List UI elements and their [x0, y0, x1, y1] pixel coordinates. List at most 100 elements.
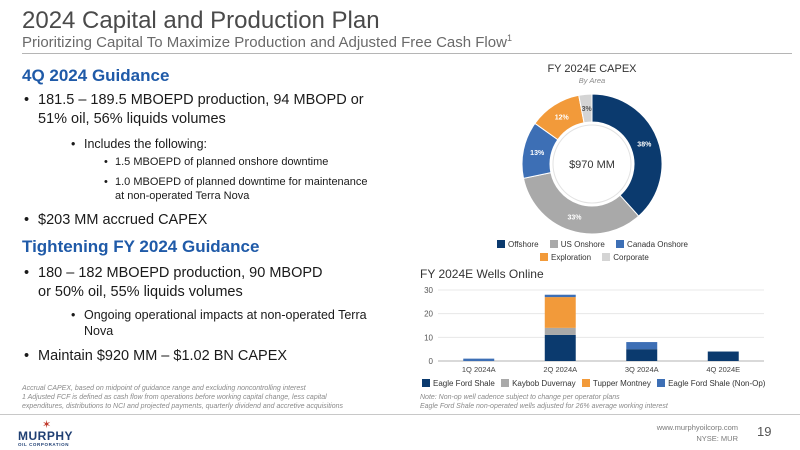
bar-ytick-label: 10	[424, 333, 433, 342]
subtitle-text: Prioritizing Capital To Maximize Product…	[22, 34, 507, 51]
legend-item-us-onshore: US Onshore	[549, 240, 605, 249]
legend-swatch-eagle-ford	[422, 379, 430, 387]
bar-eagle-ford-4	[707, 351, 739, 361]
donut-slice-offshore	[591, 93, 663, 217]
ticker: NYSE: MUR	[696, 434, 738, 443]
subtitle-footnote-mark: 1	[506, 33, 512, 43]
bar-kaybob-2	[544, 327, 576, 335]
donut-label-corporate: 3%	[582, 106, 593, 113]
chart-note-line1: Note: Non-op well cadence subject to cha…	[420, 394, 620, 401]
page-number: 19	[757, 424, 772, 439]
legend-label-corporate: Corporate	[613, 253, 649, 262]
legend-swatch-canada-onshore	[616, 240, 625, 248]
chart-note-line2: Eagle Ford Shale non-operated wells adju…	[420, 403, 668, 410]
legend-swatch-corporate	[602, 253, 611, 261]
legend-item-canada-onshore: Canada Onshore	[616, 240, 688, 249]
slide-title: 2024 Capital and Production Plan	[22, 7, 380, 34]
legend-swatch-kaybob	[501, 379, 510, 387]
bullet-4q-production-line2: 51% oil, 56% liquids volumes	[38, 111, 226, 127]
legend-label-eagle-ford: Eagle Ford Shale	[433, 379, 495, 388]
footer-contact: www.murphyoilcorp.com NYSE: MUR	[657, 422, 738, 444]
footnote-line3: expenditures, distributions to NCI and p…	[22, 403, 344, 410]
bar-eagle-ford-nonop-3	[626, 342, 658, 350]
bar-eagle-ford-2	[544, 334, 576, 361]
donut-chart-subtitle: By Area	[578, 76, 606, 85]
footer-divider	[0, 414, 800, 415]
bar-category-label: 3Q 2024A	[625, 365, 659, 374]
donut-slice-corporate	[578, 93, 593, 124]
bullet-4q-capex: $203 MM accrued CAPEX	[24, 211, 207, 230]
bar-eagle-ford-3	[626, 349, 658, 361]
bar-eagle-ford-nonop-1	[463, 358, 495, 361]
legend-item-kaybob: Kaybob Duvernay	[501, 379, 576, 388]
legend-swatch-us-onshore	[549, 240, 558, 248]
bullet-fy-production-line1: 180 – 182 MBOEPD production, 90 MBOPD	[38, 265, 323, 281]
donut-center-label: $970 MM	[569, 159, 615, 171]
footnote-line1: Accrual CAPEX, based on midpoint of guid…	[22, 385, 306, 392]
bullet-4q-production: 181.5 – 189.5 MBOEPD production, 94 MBOP…	[24, 91, 364, 129]
legend-item-eagle-ford: Eagle Ford Shale	[422, 379, 495, 388]
legend-swatch-offshore	[497, 240, 505, 248]
donut-legend-row1: Offshore US Onshore Canada Onshore	[497, 240, 697, 249]
legend-label-tupper: Tupper Montney	[592, 379, 651, 388]
bullet-fy-capex: Maintain $920 MM – $1.02 BN CAPEX	[24, 347, 287, 366]
logo-name: MURPHY	[18, 429, 74, 443]
title-divider	[22, 53, 792, 54]
donut-legend-row2: Exploration Corporate	[540, 253, 658, 262]
footnotes: Accrual CAPEX, based on midpoint of guid…	[22, 384, 392, 411]
logo-sub: OIL CORPORATION	[18, 442, 70, 447]
donut-label-canada-onshore: 13%	[530, 150, 545, 157]
bullet-4q-onshore-downtime: 1.5 MBOEPD of planned onshore downtime	[104, 155, 328, 169]
website-link[interactable]: www.murphyoilcorp.com	[656, 423, 738, 432]
bullet-fy-production-line2: or 50% oil, 55% liquids volumes	[38, 284, 243, 300]
legend-label-exploration: Exploration	[551, 253, 592, 262]
bar-ytick-label: 0	[429, 357, 434, 366]
bullet-fy-impacts-line1: Ongoing operational impacts at non-opera…	[84, 308, 367, 322]
legend-label-us-onshore: US Onshore	[560, 240, 605, 249]
legend-swatch-tupper	[581, 379, 590, 387]
legend-item-corporate: Corporate	[602, 253, 649, 262]
donut-slice-us-onshore	[522, 172, 640, 234]
heading-4q-guidance: 4Q 2024 Guidance	[22, 66, 170, 85]
chart-notes: Note: Non-op well cadence subject to cha…	[420, 393, 800, 411]
legend-label-offshore: Offshore	[508, 240, 539, 249]
bar-category-label: 2Q 2024A	[543, 365, 577, 374]
slide-subtitle: Prioritizing Capital To Maximize Product…	[22, 33, 512, 51]
bullet-fy-impacts: Ongoing operational impacts at non-opera…	[71, 307, 367, 339]
legend-item-tupper: Tupper Montney	[581, 379, 651, 388]
bar-ytick-label: 30	[424, 286, 433, 295]
bar-legend: Eagle Ford Shale Kaybob Duvernay Tupper …	[422, 379, 765, 388]
legend-swatch-exploration	[540, 253, 548, 261]
donut-chart-title: FY 2024E CAPEX	[547, 63, 637, 75]
heading-fy-guidance: Tightening FY 2024 Guidance	[22, 237, 260, 256]
bar-chart-title: FY 2024E Wells Online	[420, 267, 544, 281]
legend-swatch-eagle-ford-nonop	[657, 379, 666, 387]
legend-label-canada-onshore: Canada Onshore	[627, 240, 688, 249]
legend-label-eagle-ford-nonop: Eagle Ford Shale (Non-Op)	[668, 379, 766, 388]
donut-label-us-onshore: 33%	[568, 215, 583, 222]
legend-label-kaybob: Kaybob Duvernay	[512, 379, 576, 388]
bullet-4q-maint-downtime: 1.0 MBOEPD of planned downtime for maint…	[104, 175, 368, 203]
donut-center	[552, 124, 632, 204]
footnote-line2: 1 Adjusted FCF is defined as cash flow f…	[22, 394, 327, 401]
bar-category-label: 4Q 2024E	[706, 365, 740, 374]
donut-label-offshore: 38%	[637, 142, 652, 149]
donut-label-exploration: 12%	[555, 114, 570, 121]
bar-eagle-ford-nonop-2	[544, 294, 576, 298]
bullet-4q-maint-line2: at non-operated Terra Nova	[115, 190, 250, 202]
legend-item-eagle-ford-nonop: Eagle Ford Shale (Non-Op)	[657, 379, 765, 388]
bullet-fy-production: 180 – 182 MBOEPD production, 90 MBOPD or…	[24, 264, 323, 302]
legend-item-exploration: Exploration	[540, 253, 591, 262]
wells-online-bar-chart: 0 10 20 30 1Q 2024A 2Q 2024A 3Q 2024A 4Q 2024E	[424, 286, 764, 374]
logo-star-icon: ✶	[42, 419, 52, 431]
company-logo: ✶ MURPHY OIL CORPORATION	[18, 419, 88, 447]
bullet-4q-production-line1: 181.5 – 189.5 MBOEPD production, 94 MBOP…	[38, 92, 364, 108]
bar-ytick-label: 20	[424, 310, 433, 319]
capex-donut-chart: 38% 33% 13% 12% 3% $970 MM	[521, 93, 663, 234]
bar-tupper-2	[544, 297, 576, 328]
bar-category-label: 1Q 2024A	[462, 365, 496, 374]
bullet-fy-impacts-line2: Nova	[84, 324, 114, 338]
bullet-4q-includes: Includes the following:	[71, 136, 207, 152]
legend-item-offshore: Offshore	[497, 240, 539, 249]
bullet-4q-maint-line1: 1.0 MBOEPD of planned downtime for maint…	[115, 176, 368, 188]
